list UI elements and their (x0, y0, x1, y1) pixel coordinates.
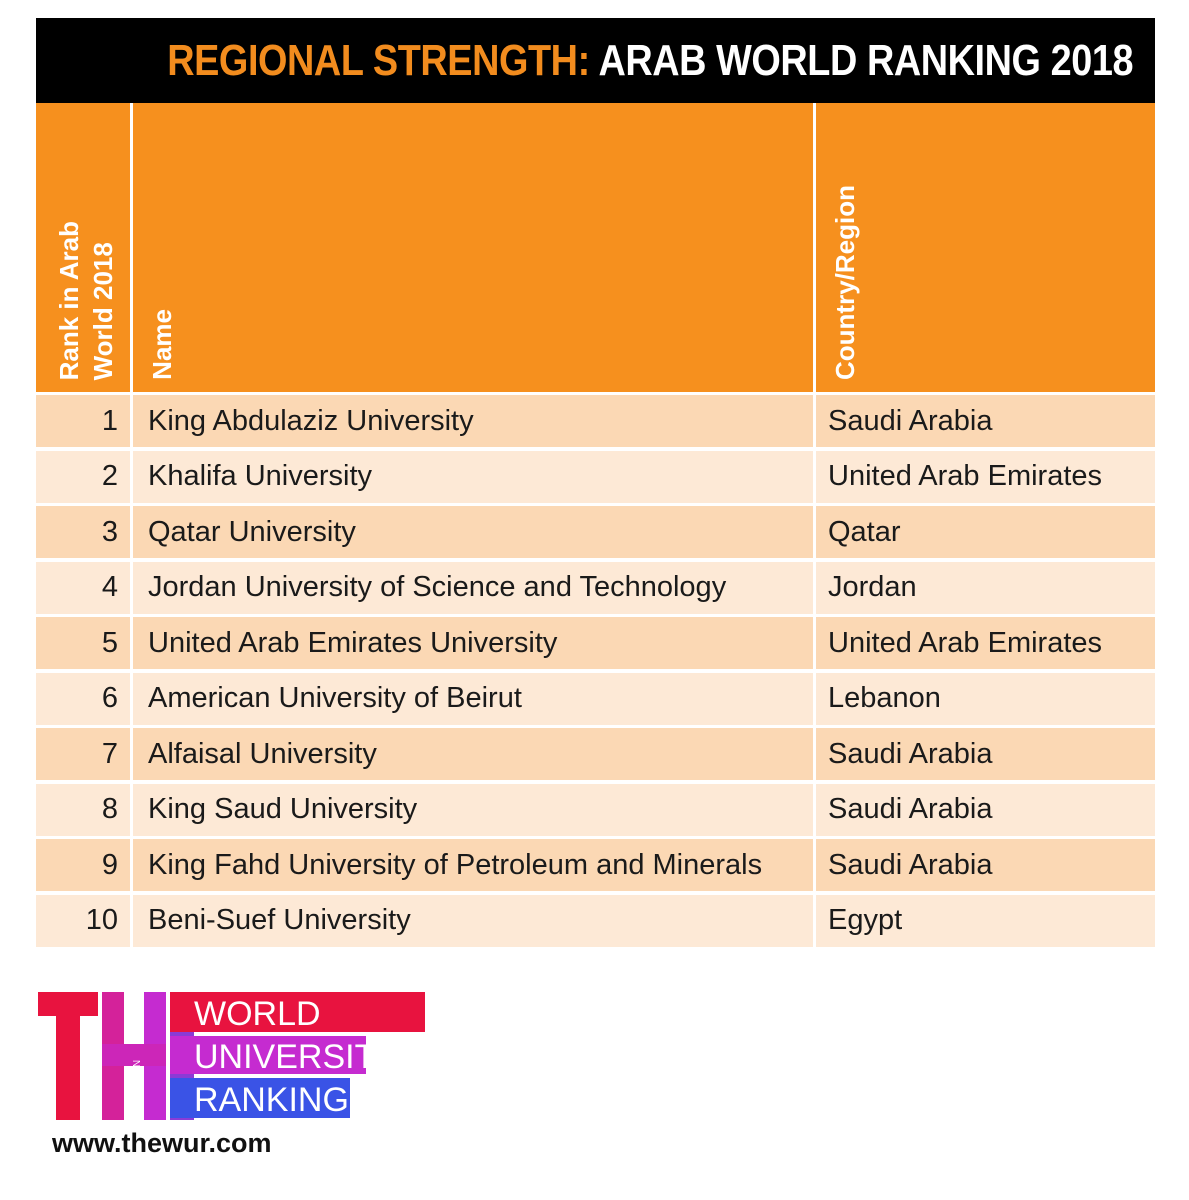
letter-t (38, 992, 98, 1120)
the-logo: WORLD UNIVERSITY RANKINGS TIMES HIGHER E… (38, 992, 425, 1120)
table-row: 6 American University of Beirut Lebanon (36, 672, 1155, 725)
name-cell: King Fahd University of Petroleum and Mi… (148, 848, 763, 881)
table-row: 2 Khalifa University United Arab Emirates (36, 450, 1155, 503)
table-row: 10 Beni-Suef University Egypt (36, 894, 1155, 947)
logo-word-world: WORLD (194, 995, 321, 1033)
table-row: 1 King Abdulaziz University Saudi Arabia (36, 395, 1155, 447)
header-rank-label: Rank in Arab World 2018 (54, 220, 118, 380)
country-cell: United Arab Emirates (828, 460, 1103, 492)
name-cell: Qatar University (148, 515, 356, 548)
column-divider (130, 395, 133, 447)
logo-small-higher: HIGHER (90, 1079, 101, 1118)
column-divider (813, 450, 816, 503)
table-row: 7 Alfaisal University Saudi Arabia (36, 728, 1155, 780)
logo-word-rankings: RANKINGS (194, 1081, 372, 1119)
rank-cell: 10 (85, 904, 118, 936)
logo-small-times: TIMES (44, 1087, 55, 1118)
country-cell: Jordan (828, 571, 917, 603)
rank-cell: 2 (101, 460, 118, 492)
country-cell: Saudi Arabia (828, 793, 993, 825)
name-cell: King Saud University (148, 793, 418, 825)
country-cell: Saudi Arabia (828, 737, 993, 770)
country-cell: Saudi Arabia (828, 404, 993, 437)
rank-cell: 1 (101, 404, 118, 437)
column-divider (813, 506, 816, 558)
header-name-column: Name (133, 103, 816, 392)
table-body: 1 King Abdulaziz University Saudi Arabia 2 K… (36, 395, 1155, 950)
name-cell: Alfaisal University (148, 737, 377, 770)
name-cell: American University of Beirut (148, 682, 522, 714)
title-accent: REGIONAL STRENGTH: (167, 35, 590, 85)
column-divider (130, 617, 133, 669)
header-name-label: Name (147, 309, 177, 380)
country-cell: Qatar (828, 515, 901, 548)
title-bar: REGIONAL STRENGTH: ARAB WORLD RANKING 20… (36, 18, 1155, 103)
name-cell: King Abdulaziz University (148, 404, 474, 437)
name-cell: Jordan University of Science and Technol… (148, 571, 727, 603)
column-divider (130, 561, 133, 614)
column-divider (813, 728, 816, 780)
column-divider (130, 839, 133, 891)
header-rank-column: Rank in Arab World 2018 (36, 103, 133, 392)
country-cell: Egypt (828, 904, 903, 936)
header-country-label: Country/Region (830, 185, 860, 380)
title-main: ARAB WORLD RANKING 2018 (598, 35, 1133, 85)
column-divider (813, 783, 816, 836)
column-divider (813, 617, 816, 669)
column-divider (813, 672, 816, 725)
logo-small-education: EDUCATION (132, 1060, 143, 1118)
column-divider (813, 395, 816, 447)
table-row: 8 King Saud University Saudi Arabia (36, 783, 1155, 836)
column-divider (130, 783, 133, 836)
logo-word-university: UNIVERSITY (194, 1038, 398, 1076)
name-cell: United Arab Emirates University (148, 626, 558, 659)
column-divider (130, 450, 133, 503)
column-divider (813, 839, 816, 891)
column-divider (130, 728, 133, 780)
column-divider (130, 894, 133, 947)
country-cell: Saudi Arabia (828, 848, 993, 881)
website-url[interactable]: www.thewur.com (52, 1128, 272, 1158)
name-cell: Beni-Suef University (148, 904, 411, 936)
letter-e (170, 992, 425, 1120)
column-divider (813, 561, 816, 614)
table-row: 9 King Fahd University of Petroleum and M… (36, 839, 1155, 891)
table-row: 5 United Arab Emirates University United A… (36, 617, 1155, 669)
rank-cell: 6 (101, 682, 118, 714)
table-header: Rank in Arab World 2018 Name Country/Reg… (36, 103, 1155, 392)
rank-cell: 8 (101, 793, 118, 825)
column-divider (130, 506, 133, 558)
rank-cell: 5 (101, 626, 118, 659)
letter-h (102, 992, 166, 1120)
country-cell: Lebanon (828, 682, 941, 714)
page-title: REGIONAL STRENGTH: ARAB WORLD RANKING 20… (167, 36, 1133, 86)
rank-cell: 9 (101, 848, 118, 881)
rank-cell: 4 (101, 571, 118, 603)
table-row: 4 Jordan University of Science and Techno… (36, 561, 1155, 614)
rank-cell: 3 (101, 515, 118, 548)
name-cell: Khalifa University (148, 460, 373, 492)
column-divider (813, 894, 816, 947)
table-row: 3 Qatar University Qatar (36, 506, 1155, 558)
country-cell: United Arab Emirates (828, 626, 1103, 659)
rank-cell: 7 (101, 737, 118, 770)
column-divider (130, 672, 133, 725)
header-country-column: Country/Region (816, 103, 1155, 392)
